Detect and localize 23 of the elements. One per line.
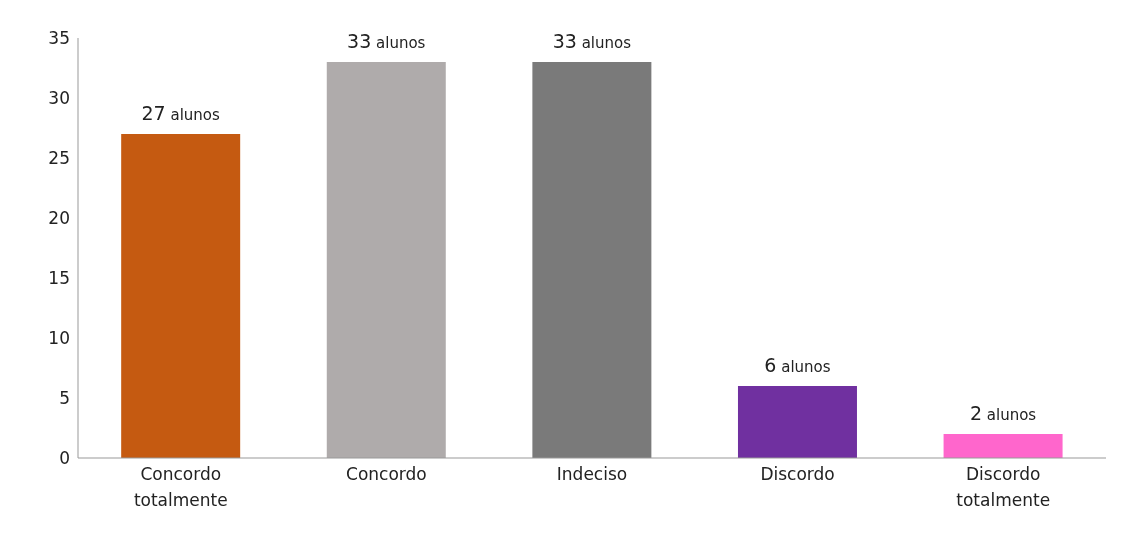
y-tick-label: 20 [48,208,70,229]
bar [121,134,241,458]
data-label: 6 alunos [764,354,831,376]
data-label: 33 alunos [347,30,426,52]
y-tick-label: 0 [59,448,70,469]
x-tick-label: Concordo [346,464,427,484]
data-label: 33 alunos [552,30,632,52]
y-tick-label: 35 [48,28,70,49]
y-tick-label: 30 [48,88,70,109]
bar [737,386,857,458]
y-tick-label: 5 [59,388,70,409]
data-label: 27 alunos [141,102,221,124]
y-tick-label: 10 [48,328,70,349]
bar [326,62,446,458]
x-tick-label: Discordo totalmente [956,464,1051,510]
bar [943,434,1063,458]
data-label: 2 alunos [969,402,1037,424]
x-tick-label: Indeciso [556,464,628,484]
y-tick-label: 15 [48,268,70,289]
bar [532,62,652,458]
y-tick-label: 25 [48,148,70,169]
x-tick-label: Discordo [760,464,835,484]
x-tick-label: Concordo totalmente [133,464,228,510]
